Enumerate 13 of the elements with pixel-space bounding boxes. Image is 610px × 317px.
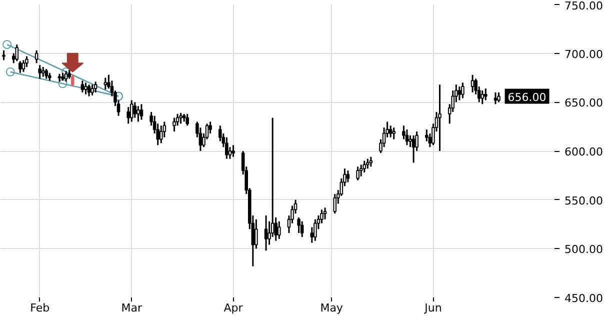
y-tick-label: 750.00 (564, 0, 603, 12)
y-tick-label: 550.00 (564, 194, 603, 208)
annotation: 656.00 (508, 90, 546, 104)
y-tick-label: 600.00 (564, 146, 603, 158)
y-tick-label: 700.00 (564, 48, 603, 61)
x-tick-label: May (320, 302, 344, 314)
x-tick-label: Apr (224, 302, 244, 314)
x-tick-label: Mar (121, 302, 142, 314)
x-tick-label: Feb (30, 302, 50, 314)
x-tick-label: Jun (424, 302, 442, 314)
y-tick-label: 650.00 (564, 96, 603, 110)
y-tick-label: 500.00 (564, 243, 603, 256)
y-tick-label: 450.00 (564, 292, 603, 305)
